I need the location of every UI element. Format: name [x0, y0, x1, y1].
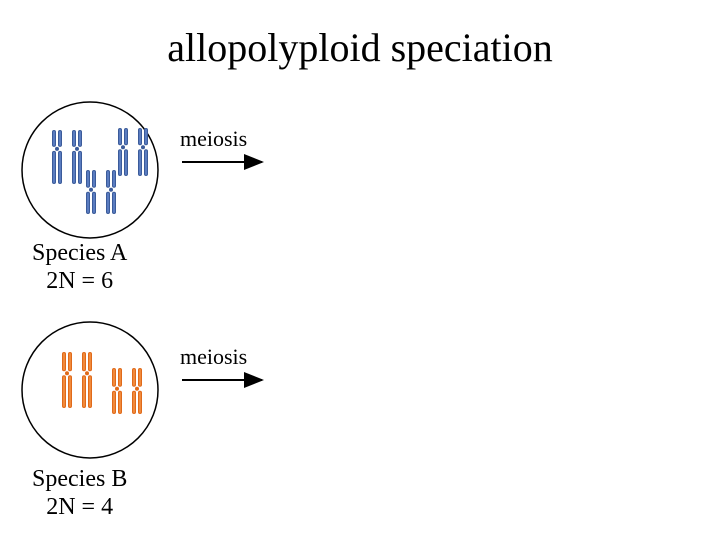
species-a-label: Species A 2N = 6 [32, 240, 127, 295]
species-b-label: Species B 2N = 4 [32, 466, 127, 521]
meiosis-b-label: meiosis [180, 344, 247, 370]
meiosis-a-label: meiosis [180, 126, 247, 152]
